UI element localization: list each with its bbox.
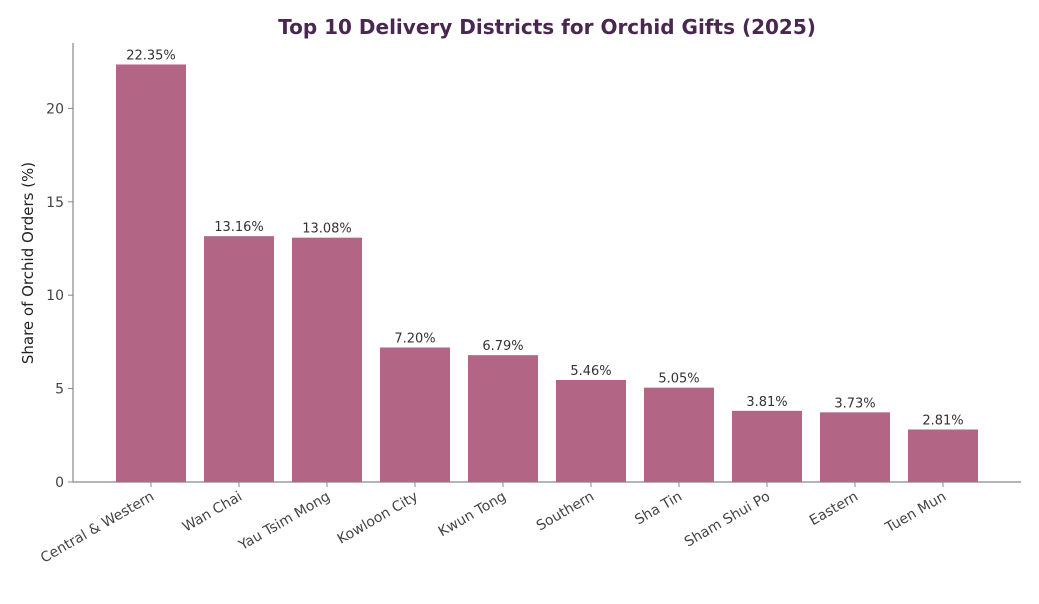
x-tick-label: Kwun Tong	[436, 489, 509, 541]
bar	[644, 387, 714, 482]
bar	[116, 64, 186, 483]
x-tick-label: Tuen Mun	[882, 489, 949, 537]
x-tick-label: Sham Shui Po	[682, 489, 773, 551]
data-label: 3.81%	[746, 395, 787, 410]
x-tick-label: Wan Chai	[180, 489, 245, 536]
bar	[820, 412, 890, 482]
bar	[292, 237, 362, 482]
bar	[380, 347, 450, 482]
data-label: 6.79%	[482, 339, 523, 354]
y-tick-label: 15	[46, 195, 64, 211]
chart-title: Top 10 Delivery Districts for Orchid Gif…	[278, 15, 816, 39]
data-label: 2.81%	[922, 414, 963, 429]
bar	[204, 236, 274, 482]
x-tick-label: Kowloon City	[335, 489, 421, 548]
data-label: 22.35%	[126, 48, 176, 63]
x-tick-label: Central & Western	[38, 489, 157, 567]
x-tick-label: Eastern	[807, 489, 861, 529]
bar	[732, 410, 802, 482]
bar	[908, 429, 978, 482]
data-label: 5.05%	[658, 372, 699, 387]
x-tick-label: Sha Tin	[632, 489, 685, 529]
y-tick-label: 5	[55, 382, 64, 398]
bar	[468, 355, 538, 482]
data-label: 13.08%	[302, 222, 352, 237]
x-tick-label: Southern	[534, 489, 597, 535]
data-label: 7.20%	[394, 331, 435, 346]
y-tick-label: 10	[46, 288, 64, 304]
bar	[556, 380, 626, 482]
data-label: 3.73%	[834, 396, 875, 411]
x-tick-label: Yau Tsim Mong	[235, 489, 333, 555]
data-label: 13.16%	[214, 220, 264, 235]
plot-area: 0 5 10 15 20 22.35% Central & Western 13.16% Wan…	[38, 43, 1021, 567]
y-axis-label: Share of Orchid Orders (%)	[19, 162, 37, 364]
y-tick-label: 20	[46, 101, 64, 117]
data-label: 5.46%	[570, 364, 611, 379]
y-tick-label: 0	[55, 475, 64, 491]
